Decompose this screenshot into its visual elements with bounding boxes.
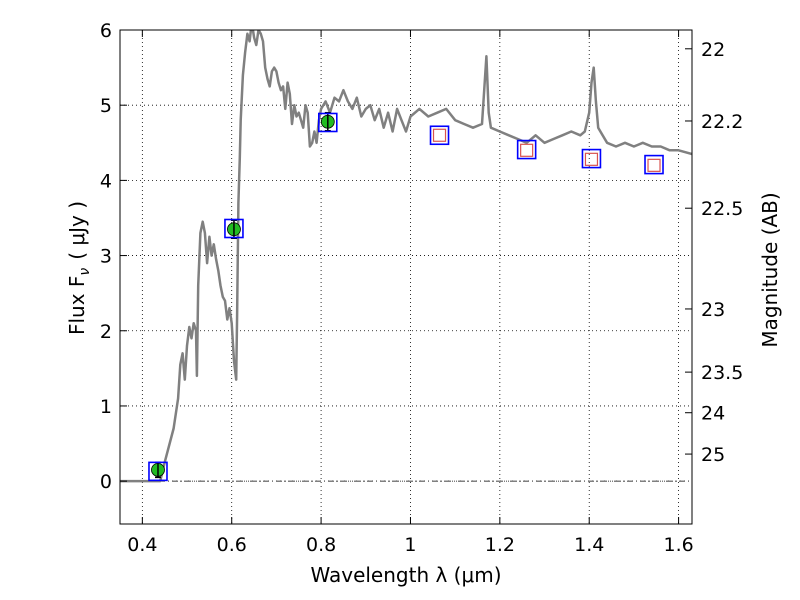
tick-labels: 0.4 0.6 0.8 1 1.2 1.4 1.601234562222.222.52323… <box>100 20 743 556</box>
y2-tick-label: 22.2 <box>701 111 743 133</box>
x-tick-label: 1.4 <box>574 534 604 556</box>
upper-limit-marker <box>647 158 661 172</box>
model-photometry-marker <box>148 461 168 482</box>
grid <box>120 29 692 524</box>
y2-tick-label: 25 <box>701 444 725 466</box>
y2-tick-label: 24 <box>701 403 725 425</box>
x-tick-label: 0.6 <box>217 534 247 556</box>
x-tick-label: 1 <box>404 534 416 556</box>
y-tick-label: 1 <box>100 396 112 418</box>
y-tick-label: 6 <box>100 20 112 42</box>
x-tick-label: 0.4 <box>127 534 157 556</box>
upper-limit-marker <box>584 152 599 166</box>
y-axis-label: Flux Fν( μJy ) <box>65 201 93 335</box>
ticks <box>120 29 692 524</box>
plot-area <box>120 30 692 483</box>
model-photometry-marker <box>317 112 338 133</box>
y2-tick-label: 23.5 <box>701 362 743 384</box>
axes-frame <box>119 29 693 525</box>
upper-limit-marker <box>520 143 534 157</box>
y-tick-label: 5 <box>100 95 112 117</box>
y2-tick-label: 22 <box>701 39 725 61</box>
x-tick-label: 0.8 <box>306 534 336 556</box>
spectrum-line <box>120 30 692 483</box>
y-tick-label: 0 <box>100 471 112 493</box>
y2-tick-label: 22.5 <box>701 198 743 220</box>
model-photometry-marker <box>516 139 537 160</box>
model-photometry-marker <box>429 125 450 146</box>
y-axis-label-sub: ν <box>77 268 93 276</box>
y2-tick-label: 23 <box>701 299 725 321</box>
x-tick-label: 1.2 <box>485 534 515 556</box>
y-tick-label: 3 <box>100 246 112 268</box>
y-tick-label: 4 <box>100 170 112 192</box>
upper-limit-marker <box>432 128 447 142</box>
model-photometry-marker <box>224 218 244 239</box>
x-tick-label: 1.6 <box>663 534 693 556</box>
x-axis-label: Wavelength λ (μm) <box>310 563 501 587</box>
model-photometry-marker <box>644 154 664 175</box>
plot-frame <box>119 29 693 525</box>
y2-axis-label: Magnitude (AB) <box>758 192 782 347</box>
y-tick-label: 2 <box>100 321 112 343</box>
model-photometry-marker <box>581 148 602 169</box>
y-axis-label-unit: ( μJy ) <box>65 201 89 260</box>
